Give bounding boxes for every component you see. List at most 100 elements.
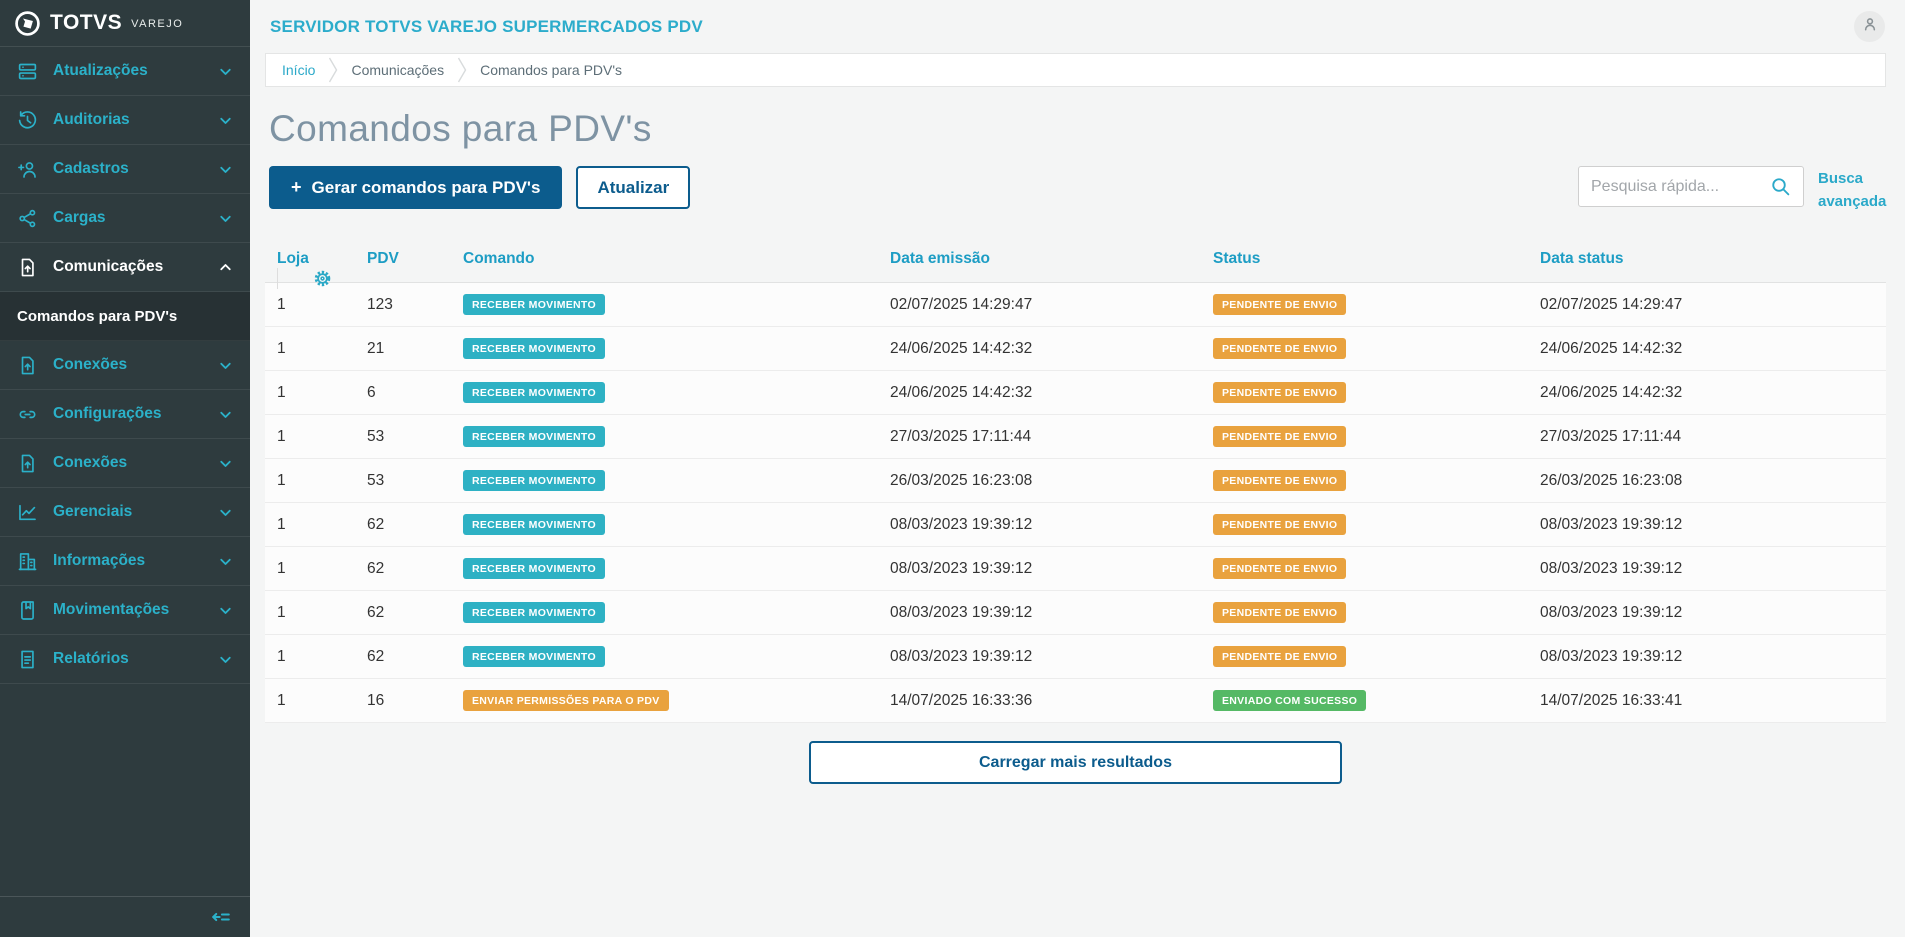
cell-data-emissao: 26/03/2025 16:23:08 — [890, 471, 1033, 489]
cell-loja: 1 — [277, 647, 286, 665]
report-icon — [16, 648, 38, 670]
status-badge: ENVIADO COM SUCESSO — [1213, 690, 1367, 711]
cell-comando: RECEBER MOVIMENTO — [463, 646, 890, 667]
cell-status: PENDENTE DE ENVIO — [1213, 338, 1540, 359]
cell-comando: ENVIAR PERMISSÕES PARA O PDV — [463, 690, 890, 711]
command-badge: RECEBER MOVIMENTO — [463, 294, 605, 315]
sidebar-item-atualizacoes[interactable]: Atualizações — [0, 47, 250, 96]
sidebar-item-cargas[interactable]: Cargas — [0, 194, 250, 243]
sidebar-item-relatorios[interactable]: Relatórios — [0, 635, 250, 684]
cell-loja: 1 — [277, 471, 286, 489]
cell-status: PENDENTE DE ENVIO — [1213, 382, 1540, 403]
search-input[interactable] — [1591, 177, 1770, 196]
table-row[interactable]: 1 53 RECEBER MOVIMENTO 27/03/2025 17:11:44 P… — [265, 415, 1886, 459]
cell-data-emissao: 24/06/2025 14:42:32 — [890, 383, 1033, 401]
advanced-search-link[interactable]: Busca avançada — [1818, 170, 1887, 210]
cell-status: PENDENTE DE ENVIO — [1213, 602, 1540, 623]
sidebar-item-conexoes-2[interactable]: Conexões — [0, 439, 250, 488]
table-row[interactable]: 1 21 RECEBER MOVIMENTO 24/06/2025 14:42:32 P… — [265, 327, 1886, 371]
server-title: SERVIDOR TOTVS VAREJO SUPERMERCADOS PDV — [270, 16, 703, 36]
breadcrumb-separator-icon — [328, 57, 338, 83]
refresh-button[interactable]: Atualizar — [576, 166, 691, 209]
cell-comando: RECEBER MOVIMENTO — [463, 602, 890, 623]
cell-data-status: 08/03/2023 19:39:12 — [1540, 603, 1683, 621]
table-settings-button[interactable] — [277, 268, 367, 289]
table-row[interactable]: 1 62 RECEBER MOVIMENTO 08/03/2023 19:39:12 P… — [265, 547, 1886, 591]
sidebar-item-label: Informações — [53, 552, 146, 569]
column-header[interactable]: PDV — [367, 250, 399, 267]
avatar[interactable] — [1854, 11, 1885, 42]
table-row[interactable]: 1 16 ENVIAR PERMISSÕES PARA O PDV 14/07/202… — [265, 679, 1886, 723]
chevron-down-icon — [217, 553, 234, 570]
cell-data-status: 26/03/2025 16:23:08 — [1540, 471, 1683, 489]
sidebar-item-label: Relatórios — [53, 650, 129, 667]
cell-pdv: 62 — [367, 647, 385, 665]
search-box — [1578, 166, 1804, 207]
breadcrumb: Início Comunicações Comandos para PDV's — [265, 53, 1886, 87]
sidebar-item-gerenciais[interactable]: Gerenciais — [0, 488, 250, 537]
search-icon[interactable] — [1770, 176, 1791, 197]
generate-commands-button[interactable]: + Gerar comandos para PDV's — [269, 166, 563, 209]
sidebar-item-auditorias[interactable]: Auditorias — [0, 96, 250, 145]
cell-pdv: 123 — [367, 295, 393, 313]
toolbar: + Gerar comandos para PDV's Atualizar Bu… — [269, 166, 1886, 213]
status-badge: PENDENTE DE ENVIO — [1213, 602, 1347, 623]
cell-status: PENDENTE DE ENVIO — [1213, 426, 1540, 447]
topbar: SERVIDOR TOTVS VAREJO SUPERMERCADOS PDV — [250, 0, 1905, 53]
breadcrumb-item[interactable]: Comunicações — [351, 62, 445, 78]
table-row[interactable]: 1 62 RECEBER MOVIMENTO 08/03/2023 19:39:12 P… — [265, 635, 1886, 679]
status-badge: PENDENTE DE ENVIO — [1213, 294, 1347, 315]
sidebar-item-label: Gerenciais — [53, 503, 133, 520]
table-row[interactable]: 1 62 RECEBER MOVIMENTO 08/03/2023 19:39:12 P… — [265, 503, 1886, 547]
table-row[interactable]: 1 123 RECEBER MOVIMENTO 02/07/2025 14:29:47… — [265, 283, 1886, 327]
cell-loja: 1 — [277, 559, 286, 577]
collapse-menu-icon[interactable] — [210, 906, 232, 928]
column-header[interactable]: Data status — [1540, 250, 1624, 267]
brand-tagline: VAREJO — [131, 18, 184, 30]
table-header: Loja PDV Comando Data emissão Status Data sta… — [265, 250, 1886, 289]
sidebar-item-label: Atualizações — [53, 62, 148, 79]
table-row[interactable]: 1 53 RECEBER MOVIMENTO 26/03/2025 16:23:08 P… — [265, 459, 1886, 503]
column-header[interactable]: Data emissão — [890, 250, 990, 267]
table-row[interactable]: 1 62 RECEBER MOVIMENTO 08/03/2023 19:39:12 P… — [265, 591, 1886, 635]
sidebar-item-label: Movimentações — [53, 601, 170, 618]
sidebar-item-label: Conexões — [53, 454, 128, 471]
book-icon — [16, 599, 38, 621]
column-header[interactable]: Status — [1213, 250, 1261, 267]
sidebar-item-informacoes[interactable]: Informações — [0, 537, 250, 586]
breadcrumb-item[interactable]: Início — [282, 62, 316, 78]
breadcrumb-separator-icon — [457, 57, 467, 83]
main: SERVIDOR TOTVS VAREJO SUPERMERCADOS PDV … — [250, 0, 1905, 937]
file-upload-icon — [16, 354, 38, 376]
breadcrumb-item[interactable]: Comandos para PDV's — [480, 62, 623, 78]
sidebar-item-movimentacoes[interactable]: Movimentações — [0, 586, 250, 635]
chevron-down-icon — [217, 651, 234, 668]
cell-loja: 1 — [277, 515, 286, 533]
cell-data-status: 14/07/2025 16:33:41 — [1540, 691, 1683, 709]
sidebar-item-label: Cargas — [53, 209, 106, 226]
sidebar-item-configuracoes[interactable]: Configurações — [0, 390, 250, 439]
file-upload-icon — [16, 256, 38, 278]
cell-data-status: 24/06/2025 14:42:32 — [1540, 339, 1683, 357]
column-header[interactable]: Loja — [277, 250, 309, 267]
sidebar-item-comunicacoes[interactable]: Comunicações — [0, 243, 250, 292]
sidebar-item-conexoes[interactable]: Conexões — [0, 341, 250, 390]
sidebar-item-label: Auditorias — [53, 111, 130, 128]
plus-icon: + — [291, 177, 302, 197]
table-row[interactable]: 1 6 RECEBER MOVIMENTO 24/06/2025 14:42:32 PE… — [265, 371, 1886, 415]
status-badge: PENDENTE DE ENVIO — [1213, 426, 1347, 447]
command-badge: RECEBER MOVIMENTO — [463, 602, 605, 623]
cell-comando: RECEBER MOVIMENTO — [463, 426, 890, 447]
sidebar-item-cadastros[interactable]: Cadastros — [0, 145, 250, 194]
chevron-down-icon — [217, 112, 234, 129]
column-header[interactable]: Comando — [463, 250, 535, 267]
chevron-down-icon — [217, 504, 234, 521]
brand: TOTVS VAREJO — [0, 0, 250, 47]
sidebar-footer — [0, 896, 250, 937]
sidebar-subitem-comandos-para-pdvs[interactable]: Comandos para PDV's — [0, 292, 250, 341]
user-plus-icon — [16, 158, 38, 180]
gear-icon — [312, 268, 333, 289]
load-more-button[interactable]: Carregar mais resultados — [809, 741, 1342, 784]
chevron-down-icon — [217, 210, 234, 227]
command-badge: RECEBER MOVIMENTO — [463, 426, 605, 447]
